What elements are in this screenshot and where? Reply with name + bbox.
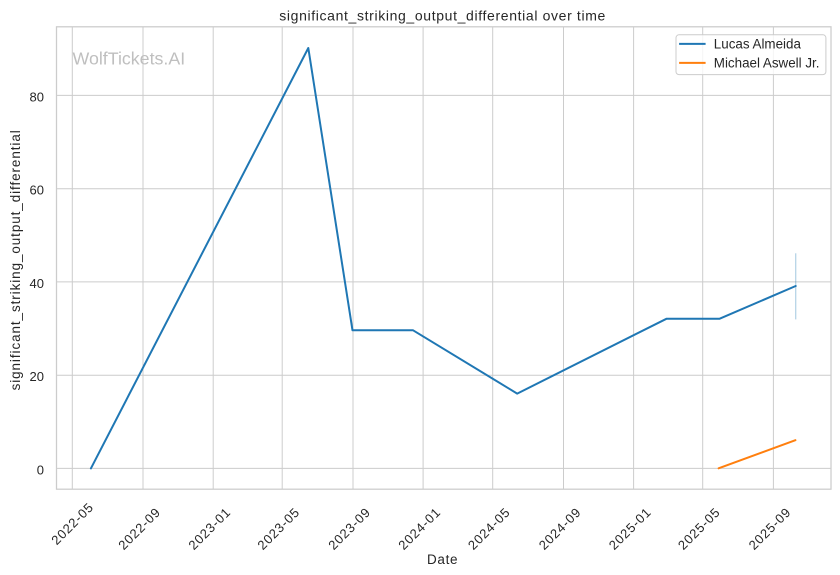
svg-text:WolfTickets.AI: WolfTickets.AI — [73, 49, 186, 69]
svg-text:significant_striking_output_di: significant_striking_output_differential — [8, 129, 23, 390]
svg-text:20: 20 — [30, 369, 44, 384]
svg-text:0: 0 — [37, 462, 44, 477]
svg-text:Lucas Almeida: Lucas Almeida — [714, 37, 802, 52]
svg-text:80: 80 — [30, 89, 44, 104]
svg-text:significant_striking_output_di: significant_striking_output_differential… — [279, 8, 606, 24]
svg-text:Date: Date — [427, 552, 458, 567]
svg-text:40: 40 — [30, 276, 44, 291]
svg-text:60: 60 — [30, 183, 44, 198]
svg-text:Michael Aswell Jr.: Michael Aswell Jr. — [714, 56, 820, 71]
